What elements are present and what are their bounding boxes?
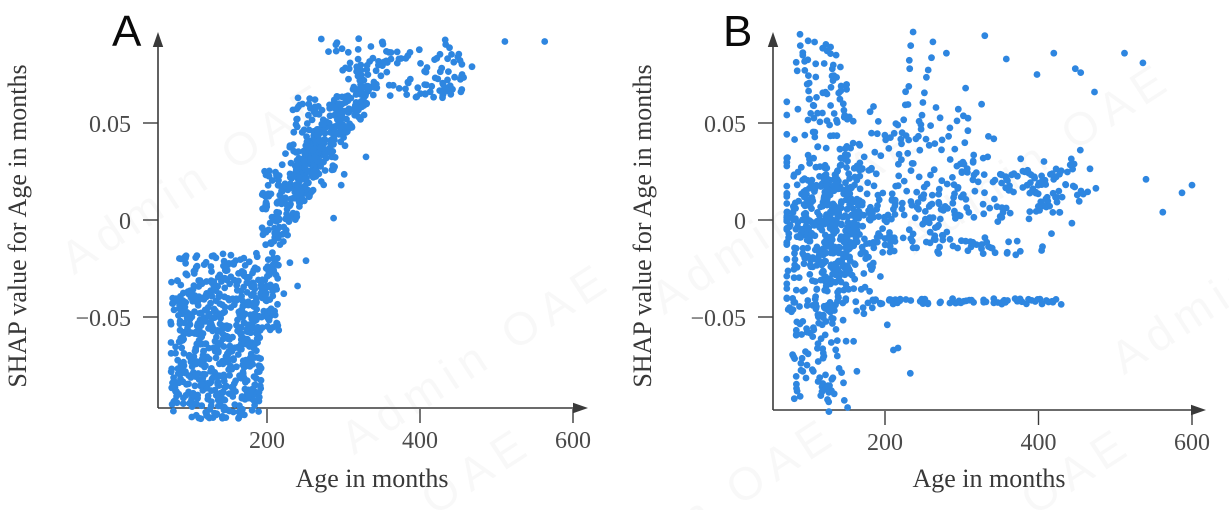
panel-a-x-axis-label: Age in months [295, 464, 448, 493]
svg-text:0.05: 0.05 [704, 112, 746, 138]
svg-text:−0.05: −0.05 [690, 306, 746, 332]
svg-text:0.05: 0.05 [89, 112, 131, 138]
panel-b-letter: B [723, 7, 752, 56]
svg-text:600: 600 [555, 428, 591, 454]
panel-a-axes: 200 400 600 0.05 0 −0.05 [75, 32, 591, 454]
svg-text:0: 0 [119, 209, 131, 235]
panel-a-y-axis-label: SHAP value for Age in months [3, 64, 32, 387]
svg-text:−0.05: −0.05 [75, 306, 131, 332]
panel-a: A SHAP value for Age in months Age in mo… [3, 7, 591, 493]
panel-b: B SHAP value for Age in months Age in mo… [628, 7, 1210, 493]
panel-b-points [783, 28, 1196, 415]
svg-text:0: 0 [734, 209, 746, 235]
svg-text:200: 200 [249, 428, 285, 454]
svg-text:400: 400 [402, 428, 438, 454]
svg-text:400: 400 [1021, 430, 1057, 456]
svg-text:600: 600 [1174, 430, 1210, 456]
panel-b-y-axis-label: SHAP value for Age in months [628, 64, 657, 387]
panel-b-axes: 200 400 600 0.05 0 −0.05 [690, 32, 1210, 456]
panel-a-letter: A [112, 7, 142, 56]
panel-b-x-axis-label: Age in months [912, 464, 1065, 493]
panel-a-points [167, 35, 549, 423]
svg-text:200: 200 [867, 430, 903, 456]
